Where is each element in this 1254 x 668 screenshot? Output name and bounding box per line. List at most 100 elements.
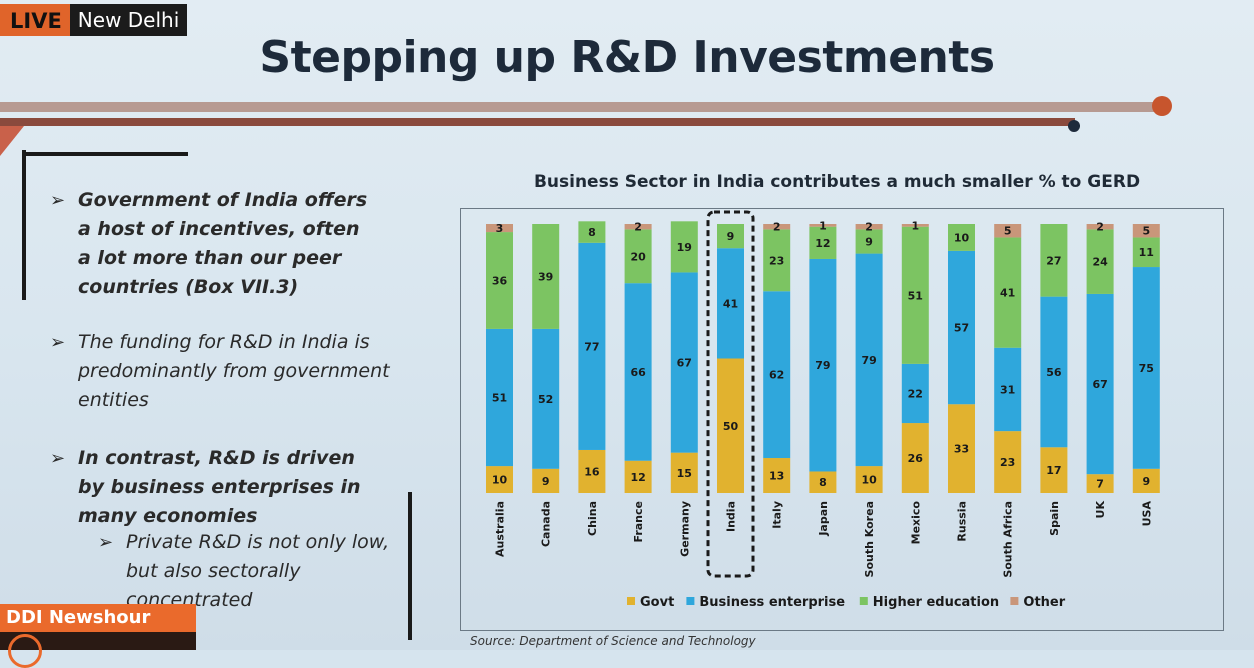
data-label: 12 [630,471,645,484]
legend-label: Other [1023,595,1065,610]
sub-bullet-item: ➢ Private R&D is not only low, but also s… [98,528,396,615]
bullet-item: ➢ The funding for R&D in India is predomi… [50,328,398,415]
panel-rule-horizontal [22,152,188,156]
bar-segment [948,250,975,405]
bar-segment [855,466,883,493]
bar-segment [948,404,975,493]
bar-segment [809,226,837,259]
bar-segment [578,242,606,450]
bar-segment [670,221,698,273]
bar-segment [994,237,1022,348]
data-label: 15 [677,467,692,480]
bar-segment [578,449,606,493]
data-label: 79 [861,354,876,367]
bar-segment [532,328,560,469]
bullet-text: Private R&D is not only low, but also se… [126,531,390,611]
bullet-text: The funding for R&D in India is predomin… [78,331,390,411]
source-note: Source: Department of Science and Techno… [470,634,756,648]
category-label: India [725,501,738,532]
city-label: New Delhi [69,4,188,36]
data-label: 56 [1046,366,1062,379]
legend-swatch [1010,597,1019,605]
legend-swatch [686,597,695,605]
data-label: 31 [1000,383,1015,396]
data-label: 79 [815,359,830,372]
data-label: 41 [723,297,738,310]
data-label: 17 [1046,464,1061,477]
bar-segment [809,224,837,227]
data-label: 75 [1139,362,1154,375]
data-label: 13 [769,470,784,483]
bar-segment [855,229,883,254]
data-label: 77 [584,340,599,353]
decor-corner [0,126,24,156]
bar-segment [994,347,1022,432]
bar-segment [1132,224,1160,238]
bar-segment [763,291,791,459]
bar-segment [901,423,929,493]
bar-segment [1040,296,1068,448]
data-label: 9 [727,230,735,243]
data-label: 2 [865,221,873,234]
bar-segment [1132,237,1160,268]
bullet-item: ➢ In contrast, R&D is driven by business … [50,444,378,531]
bar-segment [578,221,606,243]
decor-line-bottom [0,118,1075,126]
bar-segment [763,458,791,493]
decor-dot-orange [1152,96,1172,116]
data-label: 22 [908,387,923,400]
data-label: 9 [1142,475,1150,488]
category-label: Spain [1048,501,1061,536]
bar-segment [486,232,513,329]
bar-segment [717,358,744,493]
data-label: 26 [908,452,924,465]
category-label: UK [1094,501,1107,519]
chart-title: Business Sector in India contributes a m… [533,172,1141,192]
arrow-bullet-icon: ➢ [50,190,66,211]
data-label: 66 [630,366,646,379]
bar-segment [624,224,652,230]
data-label: 27 [1046,254,1061,267]
bullet-text: Government of India offers a host of inc… [78,189,368,298]
data-label: 19 [677,241,692,254]
bar-segment [1086,293,1114,475]
bar-segment [1040,224,1068,297]
data-label: 1 [911,219,919,232]
bar-segment [1132,267,1160,469]
live-label: LIVE [0,4,70,36]
bar-segment [763,229,791,292]
bar-segment [624,460,652,493]
arrow-bullet-icon: ➢ [50,448,66,469]
channel-logo-icon [8,634,42,668]
slide-title: Stepping up R&D Investments [259,32,995,83]
data-label: 9 [542,475,550,488]
live-badge: LIVE New Delhi [0,4,188,36]
category-label: Russia [956,501,969,542]
data-label: 51 [492,392,507,405]
decor-line-top [0,102,1160,112]
data-label: 2 [1096,221,1104,234]
bullet-text: In contrast, R&D is driven by business e… [78,447,361,527]
chart-frame [460,208,1224,631]
bar-segment [1086,229,1114,294]
bar-segment [624,283,652,461]
category-label: Japan [817,501,830,537]
bar-segment [1086,224,1114,230]
data-label: 16 [584,465,600,478]
category-label: Mexico [909,501,922,545]
bar-segment [901,224,929,227]
bar-segment [1086,474,1114,493]
panel-rule-right [408,492,412,640]
stacked-bar-chart: 1051363Australia95239Canada16778China126… [486,210,1160,610]
bar-segment [763,224,791,230]
bar-segment [901,363,929,424]
data-label: 11 [1139,246,1154,259]
category-label: South Korea [863,501,876,577]
show-banner-strip [0,632,196,650]
bullet-item: ➢ Government of India offers a host of in… [50,186,378,302]
data-label: 10 [861,474,877,487]
data-label: 3 [496,222,504,235]
bar-segment [717,224,744,249]
data-label: 9 [865,235,873,248]
